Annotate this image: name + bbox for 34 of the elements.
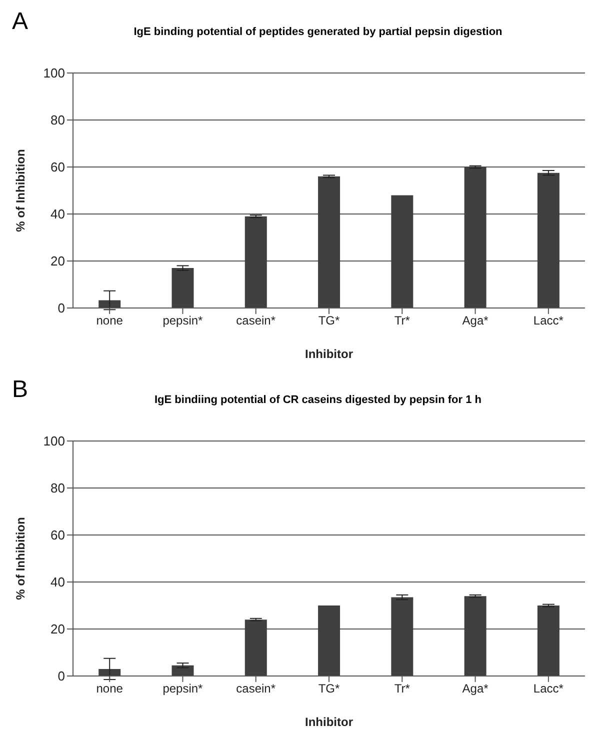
y-tick-label: 40 [50, 206, 65, 222]
y-tick-label: 100 [43, 66, 65, 81]
x-tick-label: casein* [236, 314, 276, 328]
y-tick-label: 100 [43, 434, 65, 449]
x-tick-label: casein* [236, 682, 276, 696]
x-tick-label: Aga* [462, 682, 489, 696]
x-tick-label: Tr* [394, 682, 410, 696]
x-axis-title: Inhibitor [305, 715, 354, 729]
x-tick-label: none [96, 682, 124, 696]
x-tick-label: TG* [318, 682, 340, 696]
y-tick-label: 20 [50, 622, 65, 637]
y-tick-label: 60 [50, 528, 65, 543]
text: B [12, 376, 28, 404]
x-tick-label: Lacc* [533, 314, 564, 328]
y-tick-label: 0 [58, 300, 65, 316]
text: A [12, 8, 28, 36]
y-axis-title: % of Inhibition [13, 149, 28, 232]
x-axis-title: Inhibitor [305, 347, 354, 361]
x-tick-label: pepsin* [162, 682, 204, 696]
y-tick-label: 80 [50, 480, 65, 496]
y-axis-title: % of Inhibition [13, 517, 28, 600]
x-tick-label: TG* [318, 314, 340, 328]
y-tick-label: 60 [50, 160, 65, 175]
x-tick-label: pepsin* [162, 314, 204, 328]
x-tick-label: Lacc* [533, 682, 564, 696]
y-tick-label: 0 [58, 668, 65, 684]
x-tick-label: Aga* [462, 314, 489, 328]
chart-title: IgE binding potential of peptides generated by partial pepsin digestion [132, 25, 504, 40]
y-tick-label: 40 [50, 574, 65, 590]
y-tick-label: 80 [50, 112, 65, 128]
chart-title: IgE bindiing potential of CR caseins digested by pepsin for 1 h [154, 393, 482, 408]
y-tick-label: 20 [50, 254, 65, 269]
x-tick-label: none [96, 314, 124, 328]
x-tick-label: Tr* [394, 314, 410, 328]
